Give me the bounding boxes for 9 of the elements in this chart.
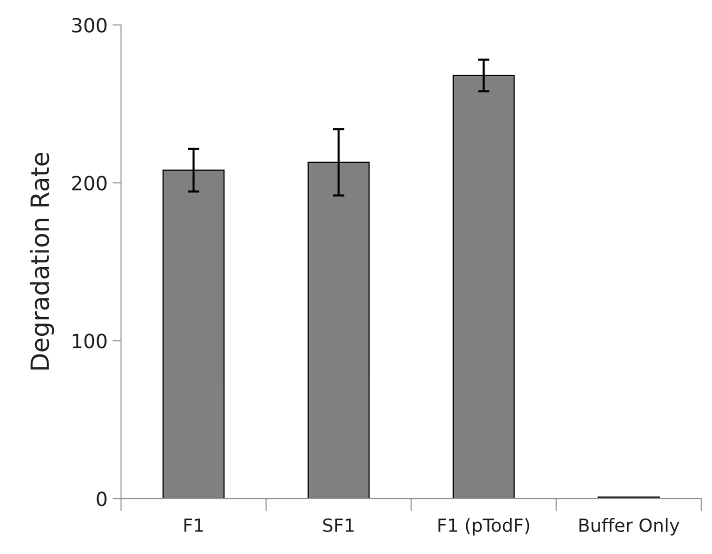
x-tick-label: F1 [184, 518, 203, 532]
y-tick-label: 100 [72, 334, 107, 348]
y-tick-label: 0 [96, 492, 107, 506]
x-tick-label: SF1 [323, 518, 354, 532]
y-tick-label: 200 [72, 176, 107, 190]
y-tick-label: 300 [72, 18, 107, 33]
x-tick-label: Buffer Only [579, 518, 680, 536]
y-axis-title: Degradation Rate [30, 152, 54, 370]
x-tick-label: F1 (pTodF) [438, 518, 530, 536]
